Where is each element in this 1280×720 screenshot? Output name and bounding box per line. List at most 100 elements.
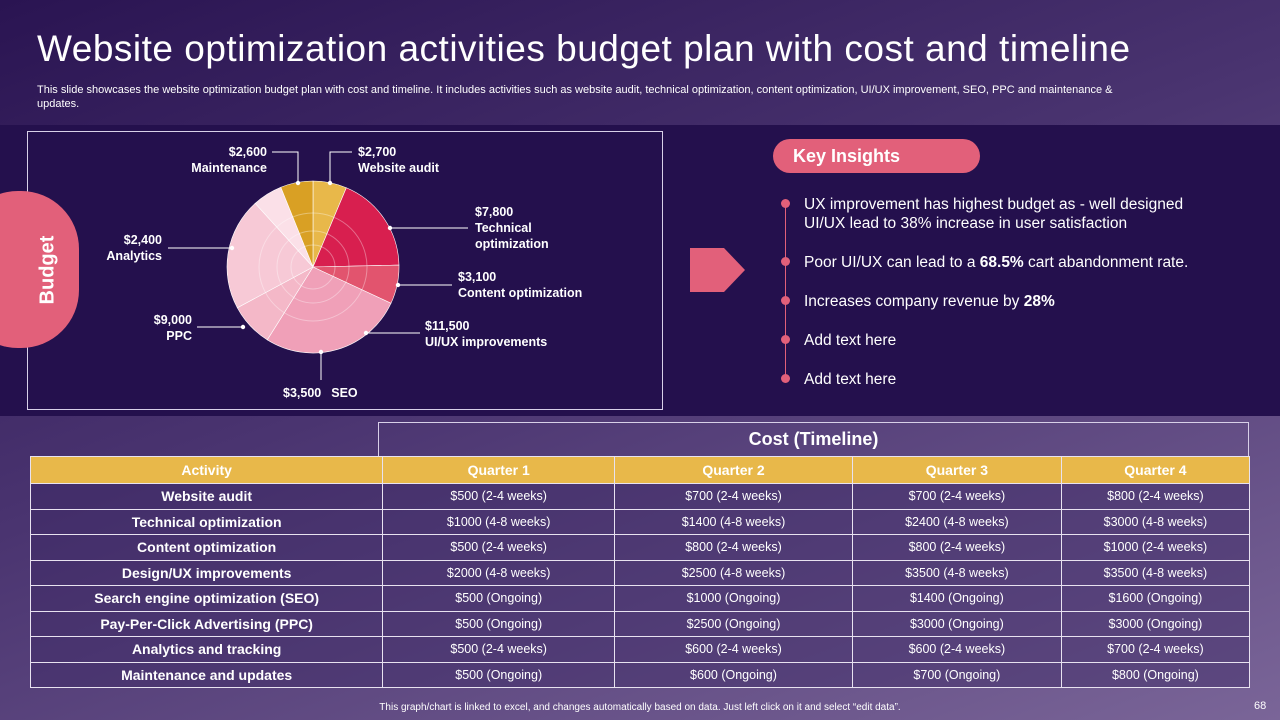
insight-text: UX improvement has highest budget as - w… xyxy=(804,196,1184,232)
leader-dot xyxy=(327,180,333,186)
pie xyxy=(226,180,400,354)
pie-category-label: PPC xyxy=(166,329,192,343)
cost-cell: $3000 (Ongoing) xyxy=(851,610,1062,637)
cost-cell: $700 (Ongoing) xyxy=(851,661,1062,688)
activity-cell: Website audit xyxy=(29,483,384,510)
table-row: Analytics and tracking $500 (2-4 weeks) $6… xyxy=(29,636,1251,663)
cost-cell: $800 (2-4 weeks) xyxy=(614,534,853,561)
bullet xyxy=(781,374,790,383)
cost-cell: $800 (Ongoing) xyxy=(1060,661,1251,688)
insights-title: Key Insights xyxy=(773,139,980,173)
cost-cell: $1600 (Ongoing) xyxy=(1060,585,1251,612)
pie-label: $7,800 Technical optimization xyxy=(475,204,575,252)
cost-cell: $600 (2-4 weeks) xyxy=(614,636,853,663)
cost-cell: $500 (Ongoing) xyxy=(382,610,616,637)
cost-cell: $3500 (4-8 weeks) xyxy=(851,559,1062,586)
cost-cell: $1400 (4-8 weeks) xyxy=(614,508,853,535)
activity-cell: Search engine optimization (SEO) xyxy=(29,585,384,612)
pie-label: $3,500 SEO xyxy=(283,385,383,401)
budget-label: Budget xyxy=(36,235,58,304)
cost-cell: $500 (Ongoing) xyxy=(382,661,616,688)
bullet xyxy=(781,257,790,266)
cost-cell: $1000 (Ongoing) xyxy=(614,585,853,612)
pie-value-label: $2,600 xyxy=(228,145,267,159)
leader-dot xyxy=(295,180,301,186)
pie-category-label: Website audit xyxy=(358,161,440,175)
cost-cell: $2500 (4-8 weeks) xyxy=(614,559,853,586)
table-row: Design/UX improvements $2000 (4-8 weeks) $… xyxy=(29,559,1251,586)
insight-highlight: 28% xyxy=(1023,293,1055,310)
activity-cell: Pay-Per-Click Advertising (PPC) xyxy=(29,610,384,637)
cost-cell: $500 (2-4 weeks) xyxy=(382,534,616,561)
arrow xyxy=(690,248,745,292)
cost-cell: $3500 (4-8 weeks) xyxy=(1060,559,1251,586)
table-row: Pay-Per-Click Advertising (PPC) $500 (Ong… xyxy=(29,610,1251,637)
pie-value-label: $9,000 xyxy=(153,313,192,327)
pie-slice xyxy=(312,187,400,268)
cost-cell: $600 (2-4 weeks) xyxy=(851,636,1062,663)
cost-cell: $500 (Ongoing) xyxy=(382,585,616,612)
cost-cell: $600 (Ongoing) xyxy=(614,661,853,688)
insight-text: Increases company revenue by xyxy=(804,293,1024,310)
pie-category-label: Technical optimization xyxy=(475,221,549,251)
cost-cell: $2000 (4-8 weeks) xyxy=(382,559,616,586)
column-header: Quarter 3 xyxy=(851,456,1062,484)
table-row: Search engine optimization (SEO) $500 (On… xyxy=(29,585,1251,612)
pie-label: $2,600 Maintenance xyxy=(170,144,267,176)
activity-cell: Analytics and tracking xyxy=(29,636,384,663)
cost-cell: $500 (2-4 weeks) xyxy=(382,636,616,663)
pie-category-label: UI/UX improvements xyxy=(425,335,548,349)
leader-line xyxy=(272,151,299,183)
leader-dot xyxy=(395,282,401,288)
leader-dot xyxy=(318,349,324,355)
pie-category-label: Analytics xyxy=(106,249,162,263)
cost-cell: $700 (2-4 weeks) xyxy=(1060,636,1251,663)
pie-slice xyxy=(266,266,392,354)
leader-dot xyxy=(240,324,246,330)
header-row: Activity Quarter 1 Quarter 2 Quarter 3 Quart… xyxy=(29,456,1251,484)
column-header: Quarter 4 xyxy=(1060,456,1251,484)
table-row: Website audit $500 (2-4 weeks) $700 (2-4 w… xyxy=(29,483,1251,510)
pie-value-label: $7,800 xyxy=(475,205,514,219)
insight-line xyxy=(785,204,786,380)
cost-cell: $700 (2-4 weeks) xyxy=(614,483,853,510)
cost-cell: $2400 (4-8 weeks) xyxy=(851,508,1062,535)
table-row: Content optimization $500 (2-4 weeks) $800… xyxy=(29,534,1251,561)
pie-category-label: Maintenance xyxy=(191,161,267,175)
pie-value-label: $11,500 xyxy=(425,319,470,333)
ring xyxy=(290,244,336,290)
pie-label: $2,400 Analytics xyxy=(80,232,162,264)
title: Website optimization activities budget p… xyxy=(37,28,1131,69)
cost-cell: $800 (2-4 weeks) xyxy=(851,534,1062,561)
pie-slice xyxy=(226,202,314,309)
insight-text: Add text here xyxy=(804,332,897,349)
pie-value-label: $3,100 xyxy=(458,270,497,284)
band xyxy=(0,125,1280,416)
column-header: Quarter 1 xyxy=(382,456,616,484)
leader-dot xyxy=(229,245,235,251)
bullet xyxy=(781,335,790,344)
pie-label: $11,500 UI/UX improvements xyxy=(425,318,575,350)
insight-text: cart abandonment rate. xyxy=(1023,254,1189,271)
insight: Poor UI/UX can lead to a 68.5% cart aban… xyxy=(804,253,1224,272)
pie-label: $2,700 Website audit xyxy=(358,144,468,176)
activity-cell: Design/UX improvements xyxy=(29,559,384,586)
table-group-header: Cost (Timeline) xyxy=(378,422,1249,457)
cost-table: Activity Quarter 1 Quarter 2 Quarter 3 Quart… xyxy=(29,456,1251,688)
cost-cell: $800 (2-4 weeks) xyxy=(1060,483,1251,510)
ring xyxy=(276,230,350,304)
budget-pill xyxy=(0,191,79,348)
cost-cell: $700 (2-4 weeks) xyxy=(851,483,1062,510)
cost-cell: $500 (2-4 weeks) xyxy=(382,483,616,510)
pie-category-label: Content optimization xyxy=(458,286,583,300)
pie-category-label: SEO xyxy=(331,386,358,400)
pie-label: $3,100 Content optimization xyxy=(458,269,608,301)
insight-text: Add text here xyxy=(804,371,897,388)
table-row: Maintenance and updates $500 (Ongoing) $60… xyxy=(29,661,1251,688)
activity-cell: Content optimization xyxy=(29,534,384,561)
bullet xyxy=(781,296,790,305)
insight: Add text here xyxy=(804,331,1224,350)
pie-label: $9,000 PPC xyxy=(132,312,192,344)
